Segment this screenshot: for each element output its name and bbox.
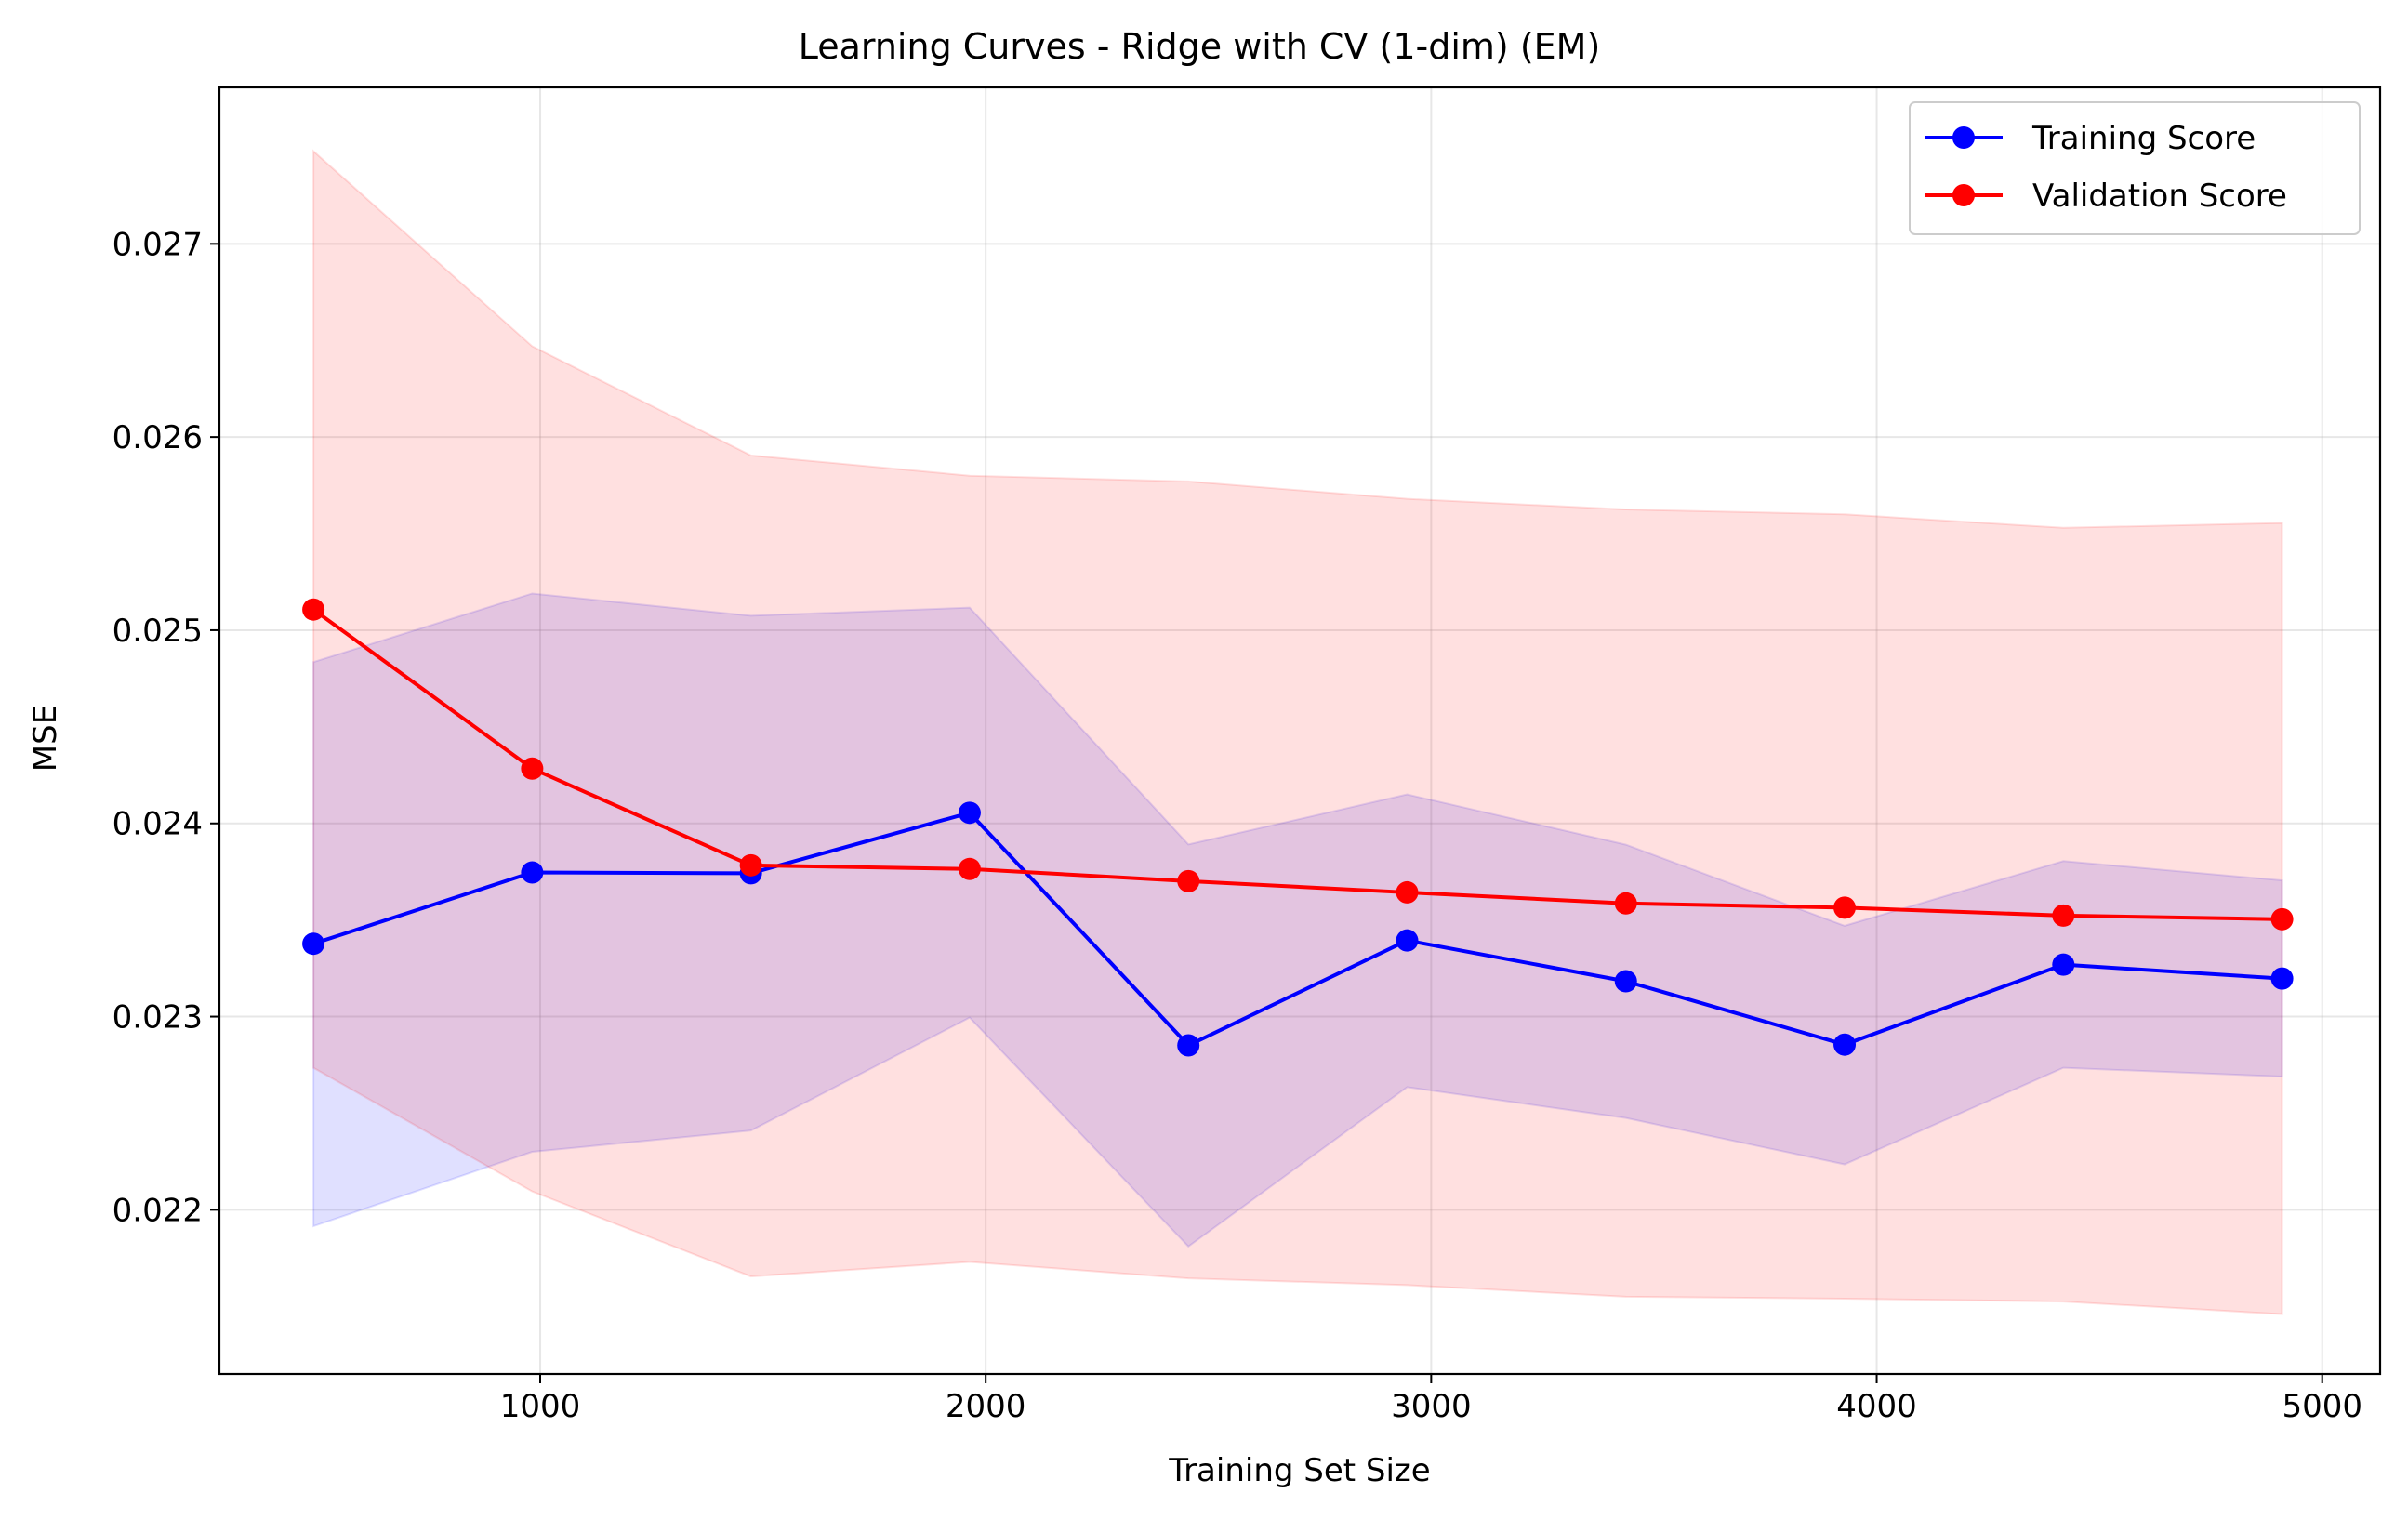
validation-score-line (311, 608, 2282, 921)
training-score-point (1614, 970, 1637, 993)
training-score-point (1833, 1033, 1857, 1056)
training-score-point (1177, 1034, 1200, 1057)
legend-training-score-label: Training Score (2031, 120, 2256, 157)
validation-score-point (1614, 892, 1637, 915)
y-tick-label: 0.024 (112, 806, 203, 843)
training-score-point (2270, 967, 2294, 990)
grid-lines (219, 87, 2380, 1374)
training-score-point (1396, 929, 1419, 952)
y-tick-label: 0.027 (112, 226, 203, 263)
y-axis-ticks: 0.022 0.023 0.024 0.025 0.026 0.027 (112, 226, 219, 1229)
training-score-line (312, 811, 2282, 1048)
y-tick-label: 0.025 (112, 613, 203, 650)
validation-score-std-band (312, 149, 2283, 1315)
validation-score-point (1177, 869, 1200, 892)
legend-validation-score-swatch-marker (1952, 184, 1975, 206)
chart-title: Learning Curves - Ridge with CV (1-dim) … (799, 26, 1601, 67)
training-score-point (521, 861, 544, 884)
y-axis-label: MSE (27, 705, 64, 772)
x-tick-label: 4000 (1836, 1388, 1917, 1425)
series-markers (302, 598, 2294, 1057)
x-tick-label: 3000 (1391, 1388, 1472, 1425)
validation-score-point (521, 757, 544, 780)
plot-frame (218, 86, 2382, 1376)
legend-training-score-swatch-marker (1952, 126, 1975, 149)
x-axis-ticks: 1000 2000 3000 4000 5000 (500, 1374, 2362, 1425)
training-score-std-band (312, 592, 2283, 1248)
std-bands (312, 149, 2283, 1315)
series-lines (311, 608, 2282, 1048)
training-score-point (958, 801, 981, 825)
validation-score-point (1396, 880, 1419, 904)
validation-score-point (1833, 896, 1857, 919)
legend: Training Score Validation Score (1909, 101, 2361, 235)
y-tick-label: 0.026 (112, 419, 203, 456)
x-tick-label: 2000 (946, 1388, 1026, 1425)
x-tick-label: 1000 (500, 1388, 581, 1425)
validation-score-point (2270, 907, 2294, 931)
x-tick-label: 5000 (2282, 1388, 2362, 1425)
validation-score-point (2052, 904, 2075, 927)
x-axis-label: Training Set Size (1168, 1452, 1430, 1489)
y-tick-label: 0.023 (112, 999, 203, 1037)
legend-validation-score-label: Validation Score (2032, 178, 2287, 215)
validation-score-point (302, 598, 325, 621)
y-tick-label: 0.022 (112, 1192, 203, 1229)
training-score-point (2052, 953, 2075, 976)
validation-score-point (958, 857, 981, 880)
validation-score-point (739, 853, 762, 877)
legend-box (1909, 101, 2361, 235)
training-score-point (302, 932, 325, 956)
